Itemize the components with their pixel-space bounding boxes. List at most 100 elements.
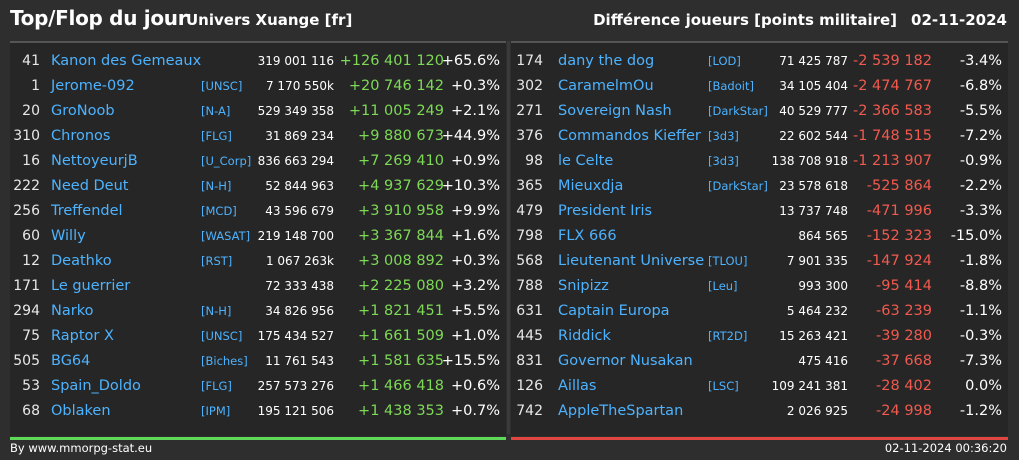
player-name-link[interactable]: BG64 [51, 353, 91, 369]
player-name-link[interactable]: FLX 666 [558, 228, 617, 244]
player-name-link[interactable]: Chronos [51, 128, 111, 144]
alliance-tag-link[interactable]: [LOD] [708, 54, 741, 68]
difference-value: +1 581 635 [358, 353, 444, 369]
difference-value: -95 414 [876, 278, 932, 294]
flop-row: 568 Lieutenant Universe [TLOU] 7 901 335 -14… [511, 249, 1008, 274]
percent-change: -1.1% [959, 303, 1002, 319]
alliance-tag-link[interactable]: [Leu] [708, 279, 738, 293]
player-name-link[interactable]: Treffendel [51, 203, 123, 219]
alliance-tag-link[interactable]: [MCD] [201, 204, 237, 218]
rank: 302 [516, 78, 543, 94]
flop-list: 174 dany the dog [LOD] 71 425 787 -2 539 182… [511, 49, 1008, 424]
percent-change: +65.6% [441, 53, 500, 69]
top-row: 1 Jerome-092 [UNSC] 7 170 550k +20 746 142 +0… [10, 74, 506, 99]
top-row: 16 NettoyeurjB [U_Corp] 836 663 294 +7 269 4… [10, 149, 506, 174]
alliance-tag-link[interactable]: [3d3] [708, 129, 739, 143]
player-name-link[interactable]: President Iris [558, 203, 653, 219]
player-name-link[interactable]: Willy [51, 228, 86, 244]
top-row: 310 Chronos [FLG] 31 869 234 +9 880 673 +44.9… [10, 124, 506, 149]
flop-row: 271 Sovereign Nash [DarkStar] 40 529 777 -2 … [511, 99, 1008, 124]
difference-value: +3 008 892 [358, 253, 444, 269]
player-name-link[interactable]: Riddick [558, 328, 611, 344]
alliance-tag-link[interactable]: [WASAT] [201, 229, 251, 243]
player-name-link[interactable]: Commandos Kieffer [558, 128, 701, 144]
alliance-tag-link[interactable]: [N-A] [201, 104, 231, 118]
percent-change: -7.2% [959, 128, 1002, 144]
alliance-tag-link[interactable]: [RST] [201, 254, 233, 268]
points-value: 219 148 700 [257, 229, 334, 243]
rank: 831 [516, 353, 543, 369]
player-name-link[interactable]: Raptor X [51, 328, 114, 344]
alliance-tag-link[interactable]: [U_Corp] [201, 154, 252, 168]
player-name-link[interactable]: Le guerrier [51, 278, 131, 294]
points-value: 34 105 404 [779, 79, 848, 93]
points-value: 529 349 358 [257, 104, 334, 118]
alliance-tag-link[interactable]: [FLG] [201, 379, 232, 393]
alliance-tag-link[interactable]: [LSC] [708, 379, 739, 393]
player-name-link[interactable]: CaramelmOu [558, 78, 654, 94]
difference-value: +1 438 353 [358, 403, 444, 419]
source-link[interactable]: By www.mmorpg-stat.eu [10, 441, 153, 455]
percent-change: +1.0% [451, 328, 500, 344]
alliance-tag-link[interactable]: [FLG] [201, 129, 232, 143]
flop-underline [511, 437, 1008, 440]
top-underline [10, 437, 506, 440]
percent-change: +0.7% [451, 403, 500, 419]
percent-change: +15.5% [441, 353, 500, 369]
alliance-tag-link[interactable]: [IPM] [201, 404, 231, 418]
flop-row: 831 Governor Nusakan 475 416 -37 668 -7.3% [511, 349, 1008, 374]
flop-row: 126 Aillas [LSC] 109 241 381 -28 402 0.0% [511, 374, 1008, 399]
player-name-link[interactable]: Need Deut [51, 178, 129, 194]
player-name-link[interactable]: Governor Nusakan [558, 353, 693, 369]
player-name-link[interactable]: Narko [51, 303, 94, 319]
player-name-link[interactable]: Sovereign Nash [558, 103, 672, 119]
player-name-link[interactable]: Mieuxdja [558, 178, 624, 194]
difference-value: -2 474 767 [852, 78, 932, 94]
difference-value: +1 661 509 [358, 328, 444, 344]
player-name-link[interactable]: Snipizz [558, 278, 609, 294]
alliance-tag-link[interactable]: [N-H] [201, 179, 232, 193]
points-value: 836 663 294 [257, 154, 334, 168]
player-name-link[interactable]: Lieutenant Universe [558, 253, 705, 269]
player-name-link[interactable]: dany the dog [558, 53, 655, 69]
alliance-tag-link[interactable]: [DarkStar] [708, 179, 768, 193]
alliance-tag-link[interactable]: [Biches] [201, 354, 248, 368]
player-name-link[interactable]: Deathko [51, 253, 112, 269]
player-name-link[interactable]: Kanon des Gemeaux [51, 53, 202, 69]
points-value: 864 565 [798, 229, 848, 243]
universe-label: Univers Xuange [fr] [186, 11, 353, 29]
player-name-link[interactable]: NettoyeurjB [51, 153, 138, 169]
percent-change: +0.6% [451, 378, 500, 394]
alliance-tag-link[interactable]: [N-H] [201, 304, 232, 318]
top-row: 53 Spain_Doldo [FLG] 257 573 276 +1 466 418 +… [10, 374, 506, 399]
alliance-tag-link[interactable]: [3d3] [708, 154, 739, 168]
rank: 222 [13, 178, 40, 194]
player-name-link[interactable]: GroNoob [51, 103, 115, 119]
flop-row: 376 Commandos Kieffer [3d3] 22 602 544 -1 74… [511, 124, 1008, 149]
alliance-tag-link[interactable]: [UNSC] [201, 79, 243, 93]
alliance-tag-link[interactable]: [DarkStar] [708, 104, 768, 118]
points-value: 5 464 232 [786, 304, 848, 318]
alliance-tag-link[interactable]: [UNSC] [201, 329, 243, 343]
rank: 171 [13, 278, 40, 294]
player-name-link[interactable]: le Celte [558, 153, 614, 169]
player-name-link[interactable]: Oblaken [51, 403, 111, 419]
top-row: 41 Kanon des Gemeaux 319 001 116 +126 401 1… [10, 49, 506, 74]
alliance-tag-link[interactable]: [RT2D] [708, 329, 748, 343]
player-name-link[interactable]: Captain Europa [558, 303, 670, 319]
alliance-tag-link[interactable]: [Badoit] [708, 79, 754, 93]
points-value: 15 263 421 [779, 329, 848, 343]
panel-divider [507, 41, 510, 434]
player-name-link[interactable]: Spain_Doldo [51, 378, 141, 394]
alliance-tag-link[interactable]: [TLOU] [708, 254, 748, 268]
difference-value: +3 367 844 [358, 228, 444, 244]
difference-value: -28 402 [876, 378, 932, 394]
difference-value: +1 466 418 [358, 378, 444, 394]
flop-row: 302 CaramelmOu [Badoit] 34 105 404 -2 474 76… [511, 74, 1008, 99]
points-value: 11 761 543 [265, 354, 334, 368]
metric-header: Différence joueurs [points militaire] 02-… [593, 11, 1007, 29]
player-name-link[interactable]: Aillas [558, 378, 597, 394]
player-name-link[interactable]: Jerome-092 [51, 78, 135, 94]
rank: 68 [22, 403, 40, 419]
player-name-link[interactable]: AppleTheSpartan [558, 403, 684, 419]
